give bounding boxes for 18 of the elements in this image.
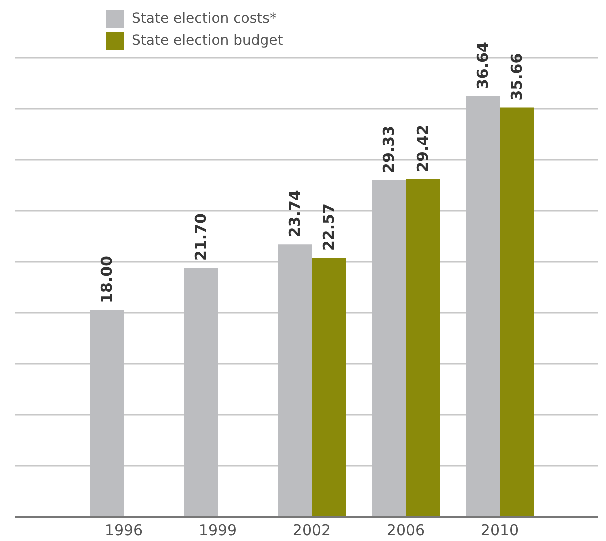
bar [500,108,534,517]
x-tick-label: 1996 [104,522,144,540]
x-tick-label: 2002 [292,522,332,540]
data-label: 23.74 [286,190,304,238]
bar [312,258,346,517]
x-tick-label: 2010 [480,522,520,540]
legend-label: State election budget [132,33,284,49]
data-label: 35.66 [508,53,526,101]
data-label: 22.57 [320,204,338,252]
x-tick-label: 1999 [198,522,238,540]
data-label: 18.00 [98,256,116,304]
data-label: 29.33 [380,126,398,174]
legend-label: State election costs* [132,11,277,27]
bar [406,179,440,517]
x-tick-label: 2006 [386,522,426,540]
data-label: 21.70 [192,214,210,261]
data-label: 36.64 [474,42,492,90]
data-label: 29.42 [414,124,432,172]
